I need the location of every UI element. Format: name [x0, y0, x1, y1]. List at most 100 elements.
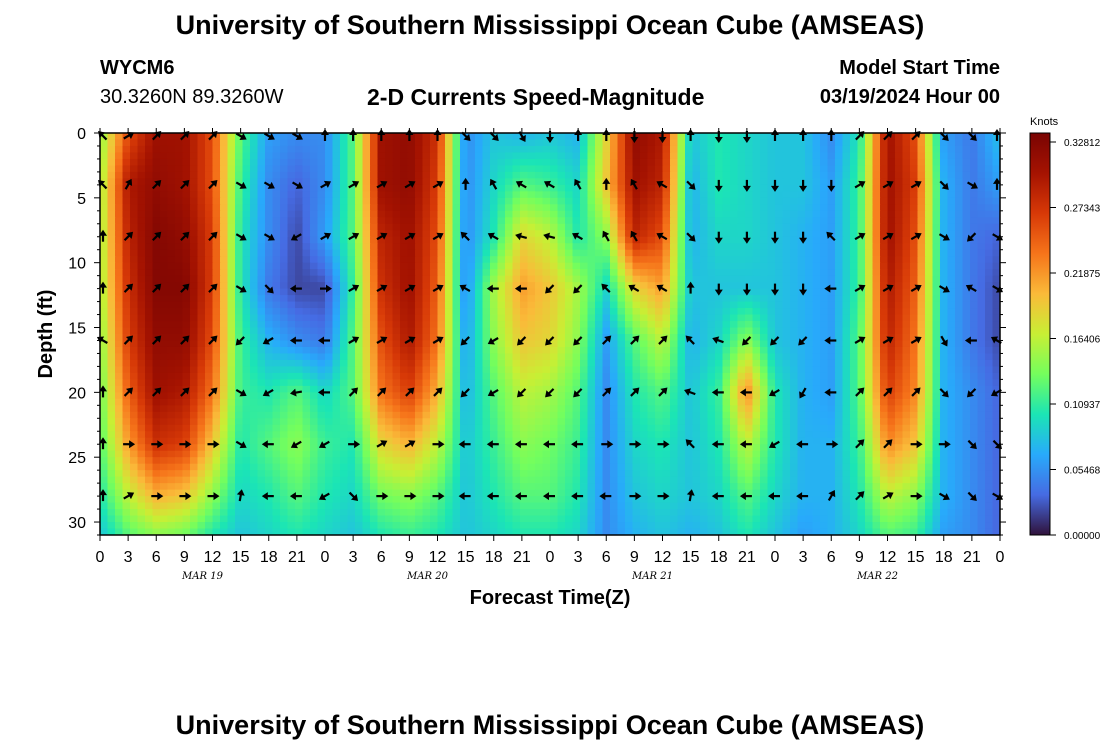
heatmap-cell: [992, 165, 1000, 173]
heatmap-cell: [167, 334, 176, 342]
heatmap-cell: [752, 139, 761, 147]
heatmap-cell: [917, 230, 926, 238]
heatmap-cell: [257, 308, 266, 316]
heatmap-cell: [535, 301, 544, 309]
heatmap-cell: [175, 269, 184, 277]
heatmap-cell: [437, 392, 446, 400]
heatmap-cell: [130, 171, 139, 179]
heatmap-cell: [857, 379, 866, 387]
heatmap-cell: [842, 256, 851, 264]
heatmap-cell: [677, 249, 686, 257]
heatmap-cell: [490, 152, 499, 160]
heatmap-cell: [182, 327, 191, 335]
heatmap-cell: [235, 191, 244, 199]
heatmap-cell: [580, 327, 589, 335]
heatmap-cell: [235, 223, 244, 231]
heatmap-cell: [767, 321, 776, 329]
heatmap-cell: [340, 334, 349, 342]
heatmap-cell: [730, 210, 739, 218]
heatmap-cell: [722, 178, 731, 186]
heatmap-cell: [220, 145, 229, 154]
heatmap-cell: [970, 236, 979, 244]
heatmap-cell: [497, 385, 506, 393]
heatmap-cell: [220, 314, 229, 322]
heatmap-cell: [677, 359, 686, 368]
heatmap-cell: [550, 359, 559, 368]
heatmap-cell: [220, 256, 229, 264]
heatmap-cell: [317, 191, 326, 199]
heatmap-cell: [550, 210, 559, 218]
heatmap-cell: [752, 372, 761, 380]
heatmap-cell: [205, 269, 214, 277]
heatmap-cell: [167, 145, 176, 154]
heatmap-cell: [737, 256, 746, 264]
heatmap-cell: [887, 184, 896, 192]
heatmap-cell: [865, 210, 874, 218]
heatmap-cell: [482, 191, 491, 199]
heatmap-cell: [572, 139, 581, 147]
heatmap-cell: [655, 139, 664, 147]
heatmap-cell: [512, 191, 521, 199]
heatmap-cell: [227, 158, 236, 167]
heatmap-cell: [692, 301, 701, 309]
heatmap-cell: [317, 269, 326, 277]
heatmap-cell: [535, 295, 544, 303]
heatmap-cell: [700, 139, 709, 147]
heatmap-cell: [565, 230, 574, 238]
heatmap-cell: [355, 327, 364, 335]
station-coordinates: 30.3260N 89.3260W: [100, 86, 284, 108]
heatmap-cell: [460, 152, 469, 160]
heatmap-cell: [317, 204, 326, 212]
heatmap-cell: [902, 308, 911, 316]
heatmap-cell: [670, 327, 679, 335]
heatmap-cell: [557, 191, 566, 199]
heatmap-cell: [617, 334, 626, 342]
heatmap-cell: [977, 366, 986, 374]
heatmap-cell: [985, 269, 994, 277]
heatmap-cell: [610, 197, 619, 205]
heatmap-cell: [370, 243, 379, 251]
heatmap-cell: [610, 191, 619, 199]
heatmap-cell: [737, 340, 746, 348]
heatmap-cell: [430, 398, 439, 406]
heatmap-cell: [257, 288, 266, 296]
heatmap-cell: [617, 282, 626, 290]
heatmap-cell: [527, 385, 536, 393]
heatmap-cell: [317, 236, 326, 244]
heatmap-cell: [707, 359, 716, 368]
heatmap-cell: [325, 308, 334, 316]
heatmap-cell: [550, 197, 559, 205]
heatmap-cell: [430, 321, 439, 329]
heatmap-cell: [947, 379, 956, 387]
heatmap-cell: [707, 353, 716, 361]
heatmap-cell: [145, 139, 154, 147]
heatmap-cell: [160, 295, 169, 303]
heatmap-cell: [385, 334, 394, 342]
heatmap-cell: [610, 288, 619, 296]
heatmap-cell: [385, 145, 394, 154]
heatmap-cell: [805, 288, 814, 296]
heatmap-cell: [190, 171, 199, 179]
heatmap-cell: [940, 359, 949, 368]
heatmap-cell: [235, 353, 244, 361]
heatmap-cell: [835, 385, 844, 393]
heatmap-cell: [812, 236, 821, 244]
heatmap-cell: [265, 327, 274, 335]
heatmap-cell: [137, 308, 146, 316]
heatmap-cell: [617, 398, 626, 406]
heatmap-cell: [550, 152, 559, 160]
heatmap-cell: [602, 392, 611, 400]
heatmap-cell: [257, 275, 266, 283]
heatmap-cell: [932, 223, 941, 231]
heatmap-cell: [722, 275, 731, 283]
heatmap-cell: [467, 152, 476, 160]
heatmap-cell: [805, 379, 814, 387]
heatmap-cell: [490, 301, 499, 309]
heatmap-cell: [820, 230, 829, 238]
heatmap-cell: [227, 204, 236, 212]
heatmap-cell: [430, 353, 439, 361]
heatmap-cell: [460, 308, 469, 316]
heatmap-cell: [722, 359, 731, 368]
heatmap-cell: [317, 230, 326, 238]
heatmap-cell: [467, 398, 476, 406]
